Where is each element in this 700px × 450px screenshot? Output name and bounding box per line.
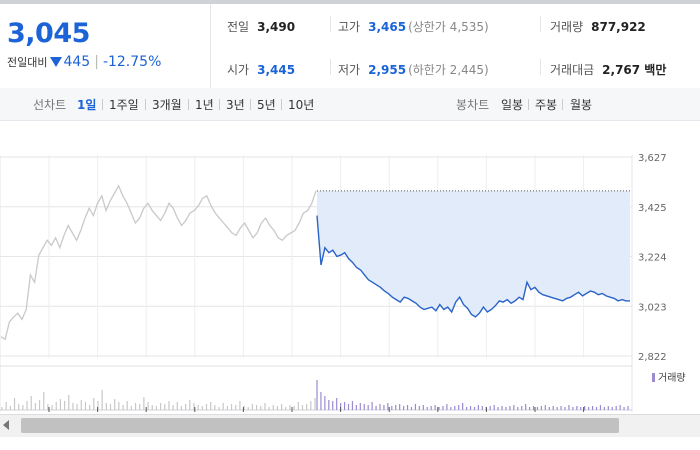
tab-1y[interactable]: 1년 [195, 98, 214, 112]
top-border [0, 0, 700, 4]
tab-3y[interactable]: 3년 [226, 98, 245, 112]
volume: 거래량 877,922 [550, 20, 646, 34]
candle-chart-label: 봉차트 [456, 98, 490, 112]
quote-summary: 3,045 전일대비 445 | -12.75% 전일 3,490 시가 3,445 고가… [0, 4, 700, 89]
prev-day-line [0, 184, 317, 341]
delta-divider: | [94, 54, 99, 70]
price-chart: 3,627 3,425 3,224 3,023 2,822 거래량 [0, 153, 686, 412]
chart-tab-bar: 선차트 1일 1주일 3개월 1년 3년 5년 10년 봉차트 일봉 주봉 월봉 [0, 88, 700, 121]
y-tick-label: 3,425 [638, 203, 667, 214]
tab-monthly[interactable]: 월봉 [570, 98, 593, 112]
below-reference-fill [317, 190, 630, 317]
trade-amount: 거래대금 2,767 백만 [550, 63, 667, 77]
tab-daily[interactable]: 일봉 [501, 98, 524, 112]
current-price: 3,045 [7, 18, 90, 49]
line-chart-label: 선차트 [33, 98, 67, 112]
y-tick-label: 2,822 [638, 352, 667, 363]
y-tick-label: 3,224 [638, 253, 667, 264]
price-change: 전일대비 445 | -12.75% [7, 54, 161, 70]
divider [540, 59, 541, 75]
scroll-thumb[interactable] [21, 418, 619, 433]
tab-1d[interactable]: 1일 [77, 98, 97, 112]
volume-legend-label: 거래량 [658, 372, 686, 384]
volume-legend-swatch [652, 373, 655, 382]
tab-1w[interactable]: 1주일 [109, 98, 139, 112]
prev-close: 전일 3,490 [227, 20, 296, 34]
tab-weekly[interactable]: 주봉 [535, 98, 558, 112]
tab-10y[interactable]: 10년 [288, 98, 315, 112]
delta-value: 445 [63, 54, 91, 70]
divider [540, 16, 541, 32]
today-price-line [316, 215, 630, 318]
scroll-left-arrow-icon[interactable] [3, 420, 9, 430]
price-box: 3,045 전일대비 445 | -12.75% [0, 4, 211, 88]
divider [330, 59, 331, 75]
tab-3m[interactable]: 3개월 [152, 98, 182, 112]
y-tick-label: 3,023 [638, 302, 667, 313]
high-price: 고가 3,465 (상한가 4,535) [338, 20, 489, 34]
chart-scrollbar[interactable] [0, 414, 700, 437]
tab-5y[interactable]: 5년 [257, 98, 276, 112]
low-price: 저가 2,955 (하한가 2,445) [338, 63, 489, 77]
open-price: 시가 3,445 [227, 63, 296, 77]
divider [330, 16, 331, 32]
delta-label: 전일대비 [7, 56, 48, 69]
down-triangle-icon [50, 57, 63, 67]
y-tick-label: 3,627 [638, 153, 667, 164]
delta-percent: -12.75% [102, 54, 162, 70]
